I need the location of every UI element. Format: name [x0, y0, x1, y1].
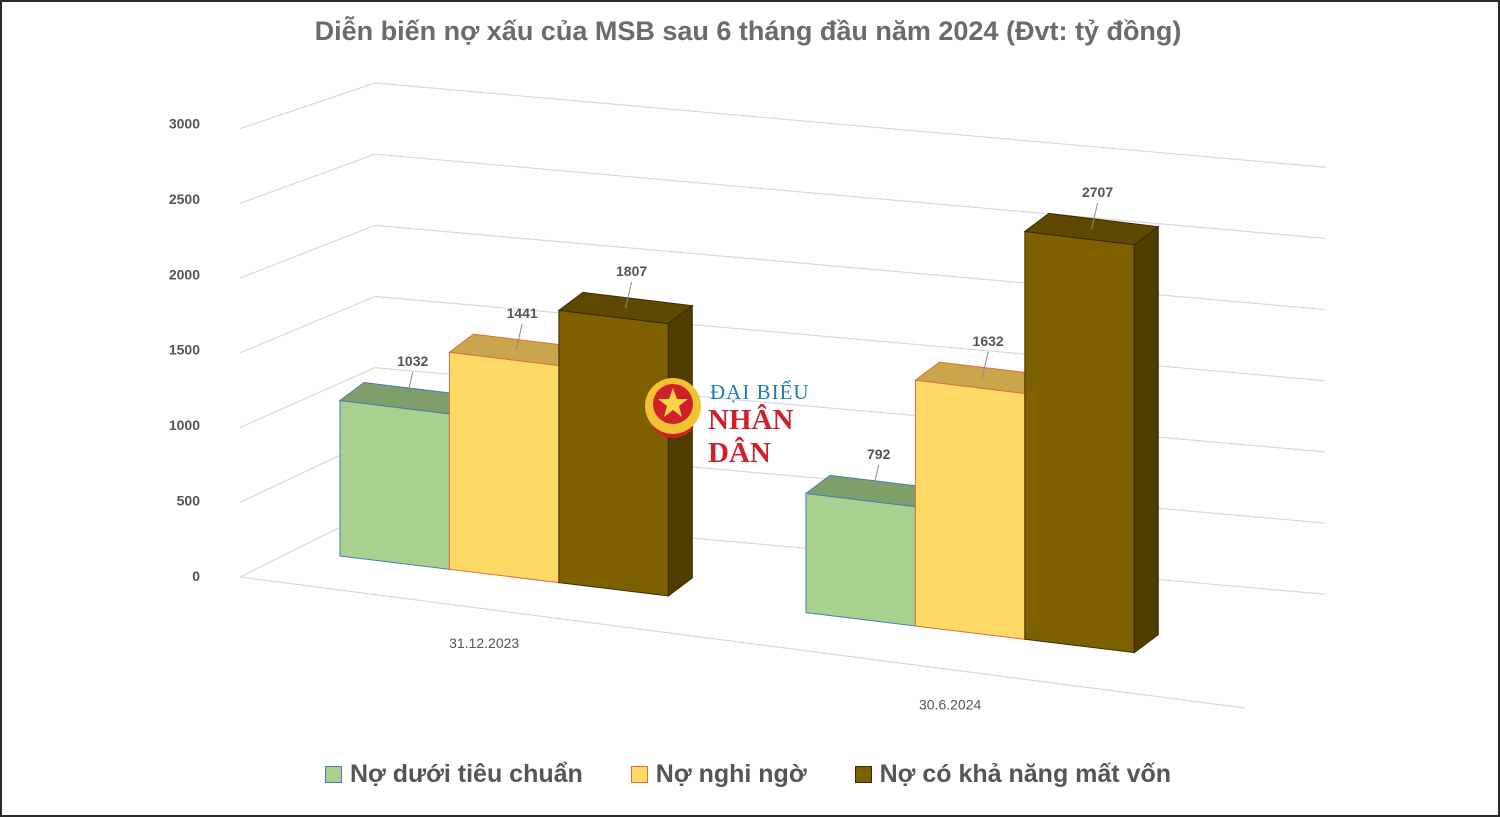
- data-label-leader: [515, 323, 523, 350]
- y-tick-label: 1500: [169, 342, 200, 358]
- watermark-line1: ĐẠI BIỂU: [710, 380, 810, 404]
- bar-front: [1024, 230, 1135, 654]
- emblem-icon: [645, 378, 701, 438]
- watermark-line2: NHÂN DÂN: [708, 404, 794, 469]
- bar-front: [805, 492, 916, 627]
- y-tick-label: 3000: [169, 115, 200, 131]
- x-category-label: 31.12.2023: [449, 635, 519, 651]
- gridline-side: [239, 224, 376, 279]
- chart-title: Diễn biến nợ xấu của MSB sau 6 tháng đầu…: [314, 16, 1182, 46]
- y-tick-label: 2000: [169, 266, 200, 282]
- bar-side: [667, 304, 693, 597]
- gridline: [374, 295, 1326, 382]
- y-tick-label: 0: [192, 568, 200, 584]
- legend-item: Nợ nghi ngờ: [630, 760, 807, 789]
- data-label: 1032: [397, 353, 428, 369]
- y-tick-label: 1000: [169, 417, 200, 433]
- gridline-side: [239, 295, 376, 354]
- gridline-side: [239, 367, 376, 429]
- data-label: 792: [867, 446, 891, 462]
- gridline-side: [239, 153, 376, 204]
- legend-item: Nợ dưới tiêu chuẩn: [324, 760, 583, 789]
- legend-label: Nợ nghi ngờ: [655, 760, 807, 788]
- bar-front: [914, 379, 1026, 640]
- gridline: [374, 224, 1326, 311]
- floor-line: [239, 576, 1246, 709]
- gridline: [374, 82, 1326, 168]
- y-tick-label: 500: [177, 493, 201, 509]
- legend-label: Nợ có khả năng mất vốn: [879, 760, 1172, 788]
- legend-swatch: [630, 766, 648, 783]
- legend-swatch: [324, 766, 342, 783]
- bar-side: [1133, 225, 1159, 654]
- chart-legend: Nợ dưới tiêu chuẩn Nợ nghi ngờ Nợ có khả…: [0, 760, 1496, 789]
- watermark-logo: ĐẠI BIỂU NHÂN DÂN: [640, 372, 860, 469]
- x-category-label: 30.6.2024: [919, 697, 981, 713]
- data-label: 1632: [973, 333, 1004, 349]
- data-label: 1807: [616, 263, 647, 279]
- gridline: [374, 153, 1326, 239]
- data-label-leader: [1091, 202, 1099, 230]
- bar-front: [558, 309, 669, 597]
- data-label: 2707: [1082, 184, 1113, 200]
- gridline-side: [239, 82, 376, 130]
- legend-label: Nợ dưới tiêu chuẩn: [349, 760, 583, 788]
- legend-item: Nợ có khả năng mất vốn: [854, 760, 1172, 789]
- data-label-leader: [981, 351, 989, 378]
- y-tick-label: 2500: [169, 191, 200, 207]
- bar-front: [448, 351, 560, 584]
- bar-front: [339, 399, 450, 570]
- data-label-leader: [625, 281, 633, 309]
- data-label: 1441: [507, 305, 538, 321]
- data-label-leader: [872, 464, 880, 492]
- legend-swatch: [854, 766, 872, 783]
- data-label-leader: [406, 372, 414, 399]
